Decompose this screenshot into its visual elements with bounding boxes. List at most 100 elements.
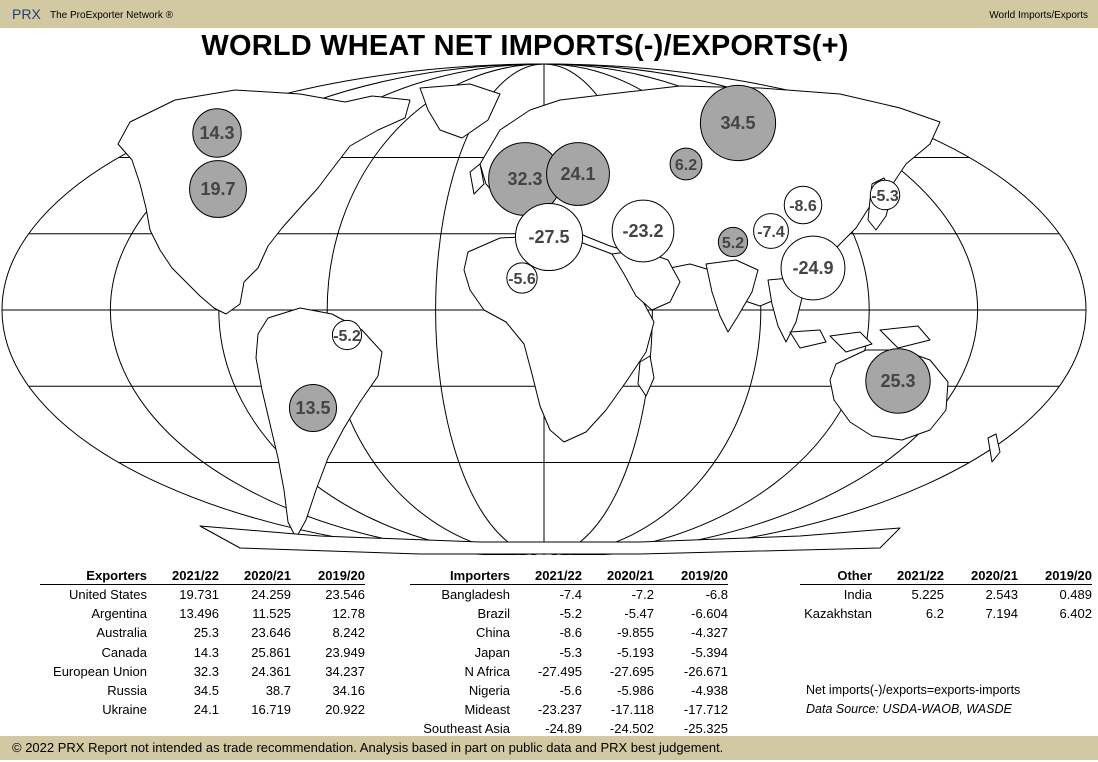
disclaimer: © 2022 PRX Report not intended as trade …: [12, 740, 724, 755]
importer-row: Southeast Asia -24.89 -24.502 -25.325: [410, 719, 728, 738]
bubble-circle: [865, 348, 931, 414]
bubble-japan: -5.3: [869, 179, 901, 211]
bubble-mideast: -23.2: [611, 199, 675, 263]
bubble-circle: [869, 179, 901, 211]
year-header: 2021/22: [872, 566, 944, 585]
value-cell: 20.922: [325, 702, 365, 718]
country-cell: India: [843, 587, 872, 603]
greenland-landmass: [419, 83, 501, 139]
bubble-russia: 34.5: [699, 84, 777, 162]
exporter-row: Australia 25.3 23.646 8.242: [40, 623, 365, 642]
bubble-ukraine: 24.1: [546, 142, 610, 206]
value-cell: 8.242: [332, 625, 365, 641]
bubble-circle: [783, 185, 823, 225]
bubble-circle: [546, 142, 610, 206]
country-cell: Brazil: [477, 606, 510, 622]
bubble-circle: [780, 235, 846, 301]
country-cell: Canada: [101, 644, 147, 660]
value-cell: 23.546: [325, 587, 365, 603]
year-header: 2019/20: [1018, 566, 1092, 585]
data-source-note: Data Source: USDA-WAOB, WASDE: [806, 702, 1012, 716]
bubble-circle: [189, 160, 247, 218]
year-header: 2021/22: [147, 566, 219, 585]
exporter-row: United States 19.731 24.259 23.546: [40, 585, 365, 605]
exporters-header: Exporters: [40, 566, 147, 585]
bubble-label: -5.6: [508, 271, 536, 288]
bubble-circle: [506, 262, 538, 294]
value-cell: 12.78: [332, 606, 365, 622]
value-cell: -8.6: [559, 625, 582, 641]
value-cell: -24.89: [545, 721, 582, 737]
antarctica-landmass: [199, 525, 901, 555]
new-zealand-landmass: [987, 433, 1001, 463]
brand-logo: PRX: [12, 6, 41, 22]
value-cell: 6.402: [1059, 606, 1092, 622]
importer-row: Brazil -5.2 -5.47 -6.604: [410, 604, 728, 623]
bubble-circle: [611, 199, 675, 263]
country-cell: China: [476, 625, 510, 641]
value-cell: 24.361: [251, 663, 291, 679]
importers-table: Importers 2021/22 2020/21 2019/20 Bangla…: [410, 566, 728, 739]
page-title: WORLD WHEAT NET IMPORTS(-)/EXPORTS(+): [201, 30, 849, 62]
british-isles-landmass: [469, 163, 485, 195]
value-cell: -5.394: [691, 644, 728, 660]
value-cell: 7.194: [985, 606, 1018, 622]
country-cell: United States: [68, 587, 147, 603]
value-cell: -5.2: [559, 606, 582, 622]
value-cell: 13.496: [179, 606, 219, 622]
bubble-nigeria: -5.6: [506, 262, 538, 294]
bubble-circle: [699, 84, 777, 162]
bubble-european-union: 32.3: [488, 142, 562, 216]
year-header: 2019/20: [291, 566, 365, 585]
bubble-label: -5.3: [871, 188, 899, 205]
value-cell: 32.3: [193, 663, 219, 679]
indonesia-islands: [789, 325, 931, 353]
bubble-united-states: 19.7: [189, 160, 247, 218]
year-header: 2020/21: [219, 566, 291, 585]
value-cell: 23.949: [325, 644, 365, 660]
value-cell: 24.1: [193, 702, 219, 718]
value-cell: 24.259: [251, 587, 291, 603]
exporters-header-row: Exporters 2021/22 2020/21 2019/20: [40, 566, 365, 585]
importer-row: N Africa -27.495 -27.695 -26.671: [410, 662, 728, 681]
bubble-canada: 14.3: [192, 108, 242, 158]
bubble-label: -24.9: [792, 258, 833, 278]
country-cell: Mideast: [464, 702, 510, 718]
exporters-table: Exporters 2021/22 2020/21 2019/20 United…: [40, 566, 365, 719]
exporter-row: Ukraine 24.1 16.719 20.922: [40, 700, 365, 719]
value-cell: 34.16: [332, 683, 365, 699]
value-cell: -9.855: [617, 625, 654, 641]
other-row: India 5.225 2.543 0.489: [800, 585, 1092, 605]
bubble-argentina: 13.5: [288, 383, 338, 433]
exporter-row: Canada 14.3 25.861 23.949: [40, 643, 365, 662]
bubble-label: 13.5: [295, 398, 330, 418]
madagascar-landmass: [637, 355, 655, 397]
other-row: Kazakhstan 6.2 7.194 6.402: [800, 604, 1092, 623]
value-cell: 6.2: [925, 606, 944, 622]
value-cell: 34.237: [325, 663, 365, 679]
bubble-bangladesh: -7.4: [753, 213, 789, 249]
value-cell: -5.193: [617, 644, 654, 660]
value-cell: -6.604: [691, 606, 728, 622]
country-cell: N Africa: [464, 663, 510, 679]
bubble-label: -8.6: [789, 198, 817, 215]
value-cell: -4.938: [691, 683, 728, 699]
value-cell: -4.327: [691, 625, 728, 641]
country-cell: Ukraine: [102, 702, 147, 718]
section-label: World Imports/Exports: [989, 10, 1088, 21]
bubble-label: -5.2: [333, 328, 361, 345]
bubble-label: 24.1: [560, 164, 595, 184]
value-cell: -17.118: [610, 702, 654, 718]
exporter-row: European Union 32.3 24.361 34.237: [40, 662, 365, 681]
bubble-southeast-asia: -24.9: [780, 235, 846, 301]
year-header: 2020/21: [944, 566, 1018, 585]
brand-network-name: The ProExporter Network ®: [50, 10, 173, 21]
country-cell: Japan: [474, 644, 510, 660]
year-header: 2019/20: [654, 566, 728, 585]
country-cell: Kazakhstan: [804, 606, 872, 622]
value-cell: 23.646: [251, 625, 291, 641]
india-landmass: [705, 259, 759, 333]
bubble-circle: [753, 213, 789, 249]
value-cell: 0.489: [1059, 587, 1092, 603]
country-cell: Argentina: [91, 606, 147, 622]
